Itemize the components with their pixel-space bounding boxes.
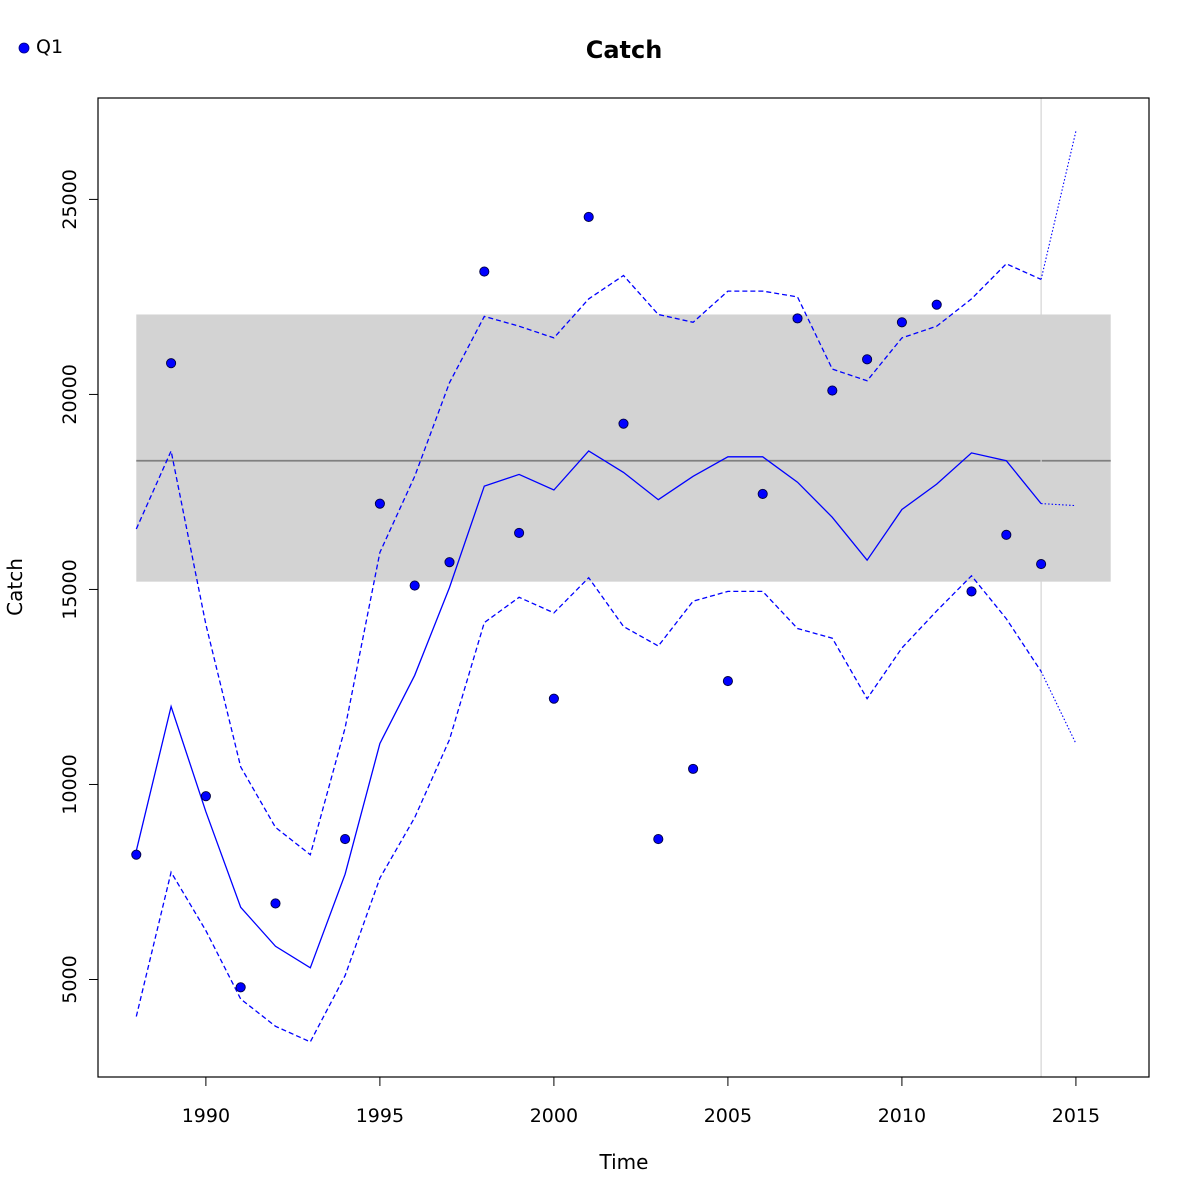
data-point: [548, 693, 559, 704]
data-point: [618, 418, 629, 429]
data-point: [514, 527, 525, 538]
x-tick-label: 2000: [530, 1105, 578, 1127]
data-point: [653, 834, 664, 845]
data-point: [409, 580, 420, 591]
y-tick-label: 15000: [59, 559, 81, 619]
data-point: [1001, 529, 1012, 540]
data-point: [931, 299, 942, 310]
legend: Q1: [18, 36, 63, 58]
x-axis-title: Time: [599, 1150, 649, 1174]
observed-points-layer: [131, 211, 1047, 993]
y-tick-label: 10000: [59, 754, 81, 814]
data-point: [722, 676, 733, 687]
y-tick-label: 20000: [59, 364, 81, 424]
data-point: [966, 586, 977, 597]
data-point: [688, 763, 699, 774]
legend-marker-q1: [18, 42, 30, 54]
data-point: [374, 498, 385, 509]
data-point: [235, 982, 246, 993]
x-tick-label: 1990: [182, 1105, 230, 1127]
data-point: [340, 834, 351, 845]
chart-title: Catch: [586, 36, 663, 64]
data-point: [827, 385, 838, 396]
data-point: [200, 791, 211, 802]
x-tick-label: 2015: [1052, 1105, 1100, 1127]
forecast-fitted-line: [1041, 503, 1076, 507]
y-axis-title: Catch: [3, 558, 27, 616]
y-axis: 5000 10000 15000 20000 25000: [59, 169, 99, 1004]
lower-ci-line: [135, 574, 1042, 1043]
data-point: [1036, 559, 1047, 570]
data-point: [583, 211, 594, 223]
forecast-upper-line: [1040, 131, 1077, 280]
reference-band-layer: [136, 314, 1111, 582]
data-point: [131, 849, 142, 860]
upper-ci-line: [135, 263, 1042, 856]
data-point: [757, 488, 768, 499]
x-axis: 1990 1995 2000 2005 2010 2015: [182, 1076, 1100, 1127]
x-tick-label: 1995: [356, 1105, 404, 1127]
y-tick-label: 5000: [59, 955, 81, 1003]
x-tick-label: 2005: [704, 1105, 752, 1127]
legend-label-q1: Q1: [36, 36, 63, 58]
reference-band: [136, 314, 1111, 582]
x-tick-label: 2010: [878, 1105, 926, 1127]
data-point: [166, 358, 177, 369]
data-point: [862, 354, 873, 365]
forecast-lower-line: [1040, 671, 1077, 744]
fitted-line: [135, 450, 1042, 969]
data-point: [896, 317, 907, 328]
data-point: [270, 898, 281, 909]
series-lines-layer: [135, 131, 1077, 1043]
y-tick-label: 25000: [59, 169, 81, 229]
data-point: [444, 557, 455, 568]
data-point: [792, 313, 803, 324]
data-point: [479, 266, 490, 277]
